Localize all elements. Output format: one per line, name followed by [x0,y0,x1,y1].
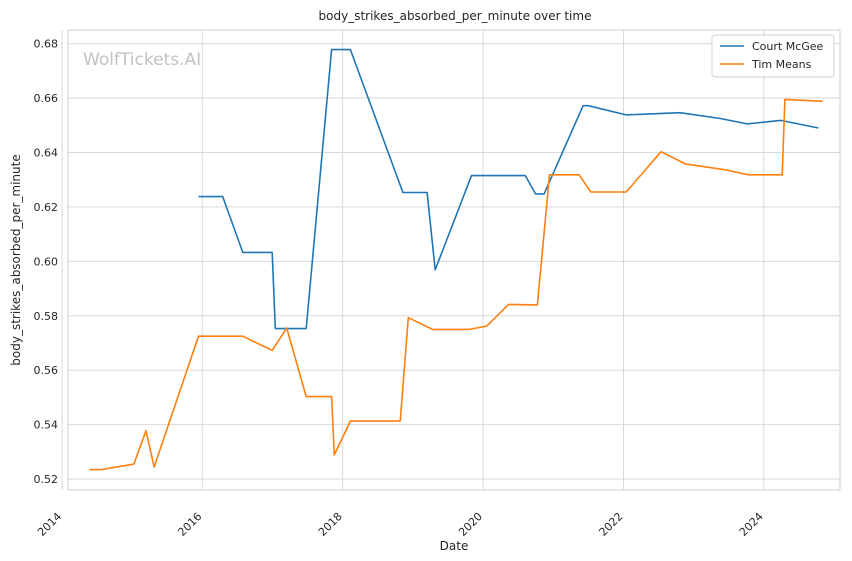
series-line-tim-means [89,98,823,471]
plot-area-frame [67,29,841,491]
legend-label-tim-means: Tim Means [751,58,812,71]
y-tick-label: 0.60 [34,255,59,268]
y-tick-label: 0.66 [34,92,59,105]
series-line-court-mcgee [198,48,819,330]
grid-lines [61,30,840,490]
y-axis-ticks: 0.52 0.54 0.56 0.58 0.60 0.62 0.64 0.66 0.68 [34,38,59,487]
legend: Court McGee Tim Means [711,34,835,78]
y-axis-label: body_strikes_absorbed_per_minute [9,154,23,365]
y-tick-label: 0.64 [34,146,59,159]
y-tick-label: 0.58 [34,310,59,323]
y-tick-label: 0.52 [34,473,59,486]
y-tick-label: 0.54 [34,419,59,432]
y-tick-label: 0.68 [34,38,59,51]
x-axis-label: Date [440,539,469,553]
chart-title: body_strikes_absorbed_per_minute over ti… [319,9,592,23]
y-tick-label: 0.62 [34,201,59,214]
y-tick-label: 0.56 [34,364,59,377]
series-lines [89,48,823,471]
legend-label-court-mcgee: Court McGee [752,40,824,53]
watermark: WolfTickets.AI [83,50,201,70]
